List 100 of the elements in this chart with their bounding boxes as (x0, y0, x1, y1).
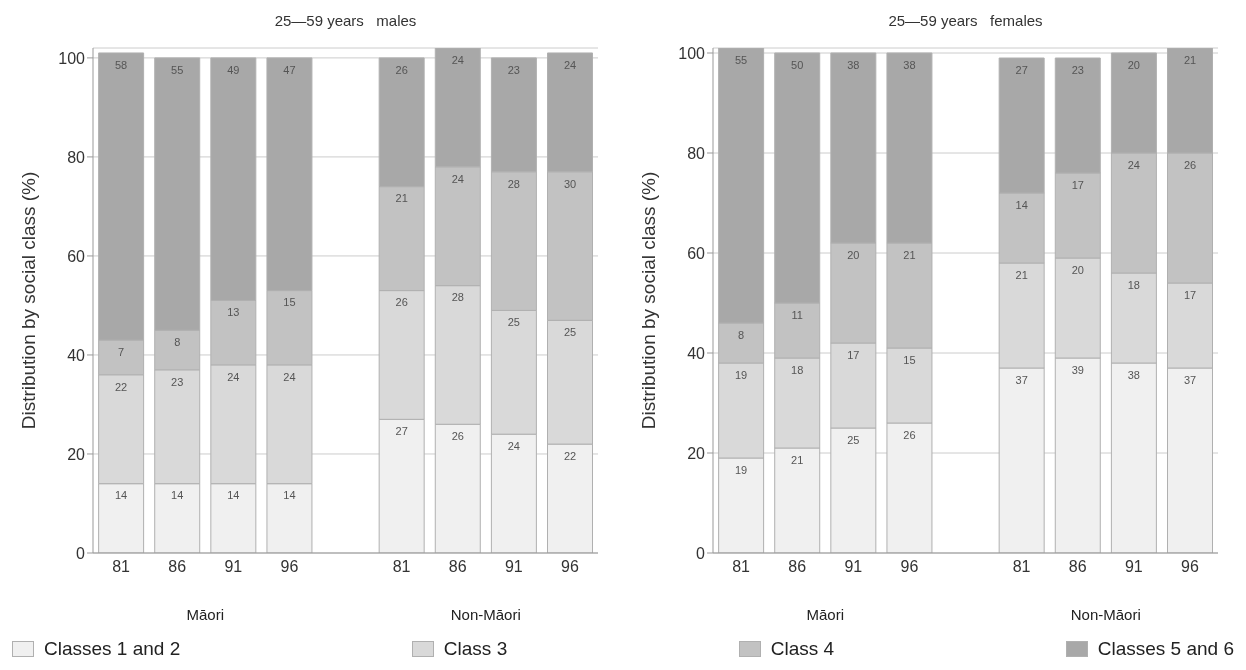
text: Māori (805, 606, 845, 623)
data-label: 8 (738, 328, 745, 341)
data-label: 24 (227, 370, 240, 383)
data-label: 39 (1071, 363, 1084, 376)
data-label: 27 (1015, 63, 1028, 76)
data-label: 26 (1183, 158, 1197, 171)
data-label: 30 (563, 177, 577, 190)
x-tick-label: 81 (1012, 558, 1031, 576)
y-tick-label: 80 (687, 144, 706, 162)
data-label: 26 (903, 428, 916, 441)
data-label: 21 (1015, 268, 1028, 281)
data-label: 37 (1015, 373, 1028, 386)
x-tick-label: 91 (844, 558, 863, 576)
x-tick-label: 91 (224, 558, 243, 576)
data-label: 21 (903, 248, 916, 261)
data-label: 24 (563, 58, 577, 71)
legend-label: Classes 1 and 2 (44, 638, 181, 660)
data-label: 14 (1015, 198, 1028, 211)
legend-label: Classes 5 and 6 (1097, 638, 1234, 660)
x-tick-label: 86 (1068, 558, 1087, 576)
data-label: 38 (847, 58, 860, 71)
data-label: 58 (114, 58, 128, 71)
y-tick-label: 20 (67, 445, 86, 463)
data-label: 15 (903, 353, 916, 366)
data-label: 49 (227, 63, 240, 76)
data-label: 20 (847, 248, 860, 261)
data-label: 26 (451, 430, 464, 443)
data-label: 27 (395, 425, 408, 438)
data-label: 13 (227, 306, 240, 319)
data-label: 20 (1127, 58, 1141, 71)
x-tick-label: 96 (561, 558, 579, 576)
y-tick-label: 100 (58, 49, 86, 67)
y-tick-label: 0 (76, 544, 86, 562)
data-label: 24 (507, 439, 521, 452)
legend-label: Class 3 (443, 638, 508, 660)
data-label: 18 (1127, 278, 1141, 291)
chart-title: 25—59 years males (273, 12, 418, 29)
x-tick-label: 81 (732, 558, 751, 576)
data-label: 14 (171, 489, 184, 502)
y-tick-label: 20 (687, 444, 706, 462)
data-label: 14 (283, 489, 296, 502)
data-label: 14 (114, 489, 128, 502)
y-tick-label: 60 (687, 244, 706, 262)
data-label: 21 (791, 453, 804, 466)
data-label: 17 (1071, 178, 1084, 191)
data-label: 26 (395, 296, 408, 309)
x-tick-label: 86 (788, 558, 807, 576)
data-label: 23 (1071, 63, 1084, 76)
data-label: 18 (791, 363, 804, 376)
data-label: 28 (451, 291, 464, 304)
data-label: 11 (791, 308, 803, 321)
data-label: 17 (1183, 288, 1197, 301)
data-label: 7 (118, 345, 125, 358)
data-label: 25 (507, 316, 521, 329)
data-label: 15 (283, 296, 296, 309)
data-label: 25 (563, 326, 577, 339)
data-label: 38 (903, 58, 916, 71)
x-tick-label: 96 (1181, 558, 1199, 576)
data-label: 22 (563, 449, 577, 462)
data-label: 24 (1127, 158, 1141, 171)
data-label: 37 (1183, 373, 1197, 386)
x-tick-label: 91 (1124, 558, 1143, 576)
chart-title: 25—59 years females (887, 12, 1044, 29)
data-label: 38 (1127, 368, 1141, 381)
x-tick-label: 91 (504, 558, 523, 576)
data-label: 28 (507, 177, 521, 190)
data-label: 8 (174, 336, 181, 349)
text: Non-Māori (449, 606, 522, 623)
x-tick-label: 86 (448, 558, 467, 576)
legend-label: Class 4 (770, 638, 835, 660)
data-label: 21 (1183, 53, 1197, 66)
data-label: 23 (507, 63, 521, 76)
data-label: 19 (734, 463, 748, 476)
x-tick-label: 81 (392, 558, 411, 576)
data-label: 24 (451, 172, 464, 185)
data-label: 26 (395, 63, 408, 76)
text: Māori (185, 606, 225, 623)
data-label: 17 (847, 348, 860, 361)
x-tick-label: 86 (168, 558, 187, 576)
text: Non-Māori (1069, 606, 1142, 623)
y-axis-title: Distribution by social class (%) (637, 171, 659, 430)
data-label: 14 (227, 489, 240, 502)
y-tick-label: 0 (696, 544, 706, 562)
data-label: 25 (847, 433, 860, 446)
x-tick-label: 96 (280, 558, 299, 576)
y-tick-label: 100 (678, 44, 706, 62)
x-tick-label: 81 (112, 558, 131, 576)
data-label: 22 (114, 380, 128, 393)
data-label: 23 (171, 375, 184, 388)
y-axis-title: Distribution by social class (%) (17, 171, 39, 430)
y-tick-label: 60 (67, 247, 86, 265)
data-label: 50 (791, 58, 804, 71)
data-label: 21 (395, 192, 408, 205)
y-tick-label: 40 (687, 344, 706, 362)
data-label: 55 (734, 53, 748, 66)
data-label: 20 (1071, 263, 1084, 276)
data-label: 24 (283, 370, 296, 383)
x-tick-label: 96 (900, 558, 919, 576)
data-label: 24 (451, 53, 464, 66)
data-label: 47 (283, 63, 296, 76)
